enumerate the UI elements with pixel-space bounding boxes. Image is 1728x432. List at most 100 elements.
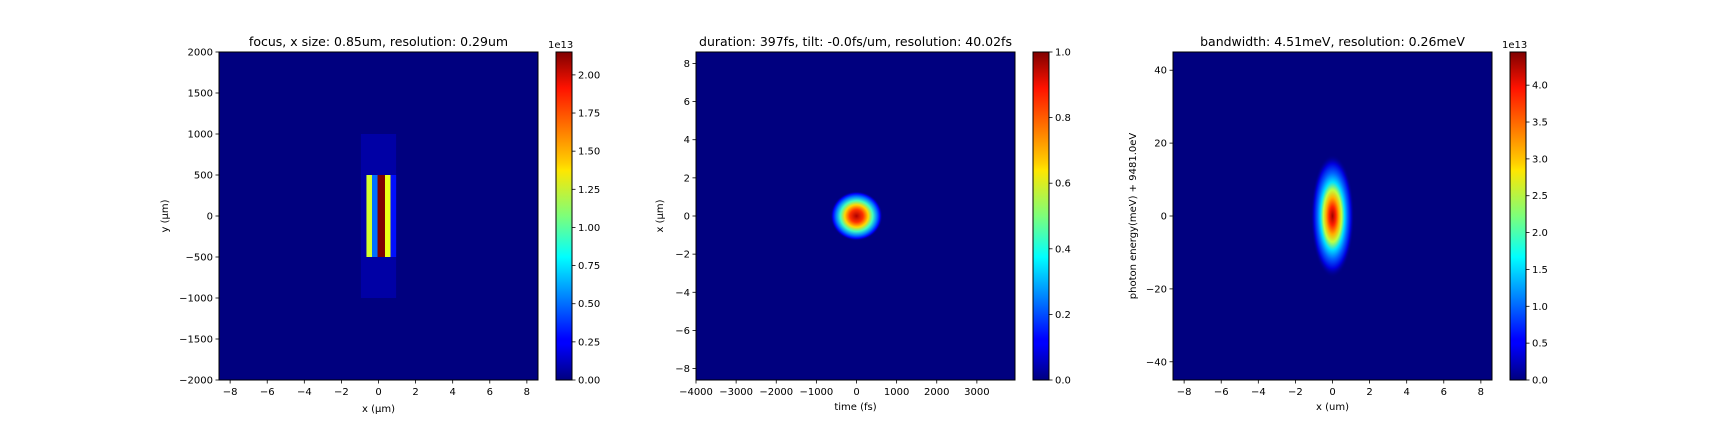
y-tick-label: 20 (1154, 139, 1167, 150)
heatmap-cell (384, 175, 391, 257)
x-tick-label: −1000 (799, 387, 833, 398)
x-tick-label: 0 (853, 387, 859, 398)
x-tick-label: 8 (1478, 387, 1484, 398)
y-tick-label: −4 (675, 288, 690, 299)
colorbar-tick-label: 0.0 (1532, 376, 1548, 387)
colorbar-tick-label: 2.0 (1532, 228, 1548, 239)
heatmap-spot (1310, 154, 1355, 278)
colorbar-tick-label: 1.0 (1532, 302, 1548, 313)
y-tick-label: −1000 (179, 294, 213, 305)
colorbar-exponent: 1e13 (548, 40, 573, 51)
x-tick-label: −8 (1177, 387, 1192, 398)
x-tick-label: −4 (1251, 387, 1266, 398)
colorbar-tick-label: 2.00 (578, 70, 600, 81)
x-tick-label: 2 (1366, 387, 1372, 398)
colorbar-tick-label: 0.6 (1055, 179, 1071, 190)
heatmap-features (830, 191, 883, 241)
x-tick-label: −2000 (759, 387, 793, 398)
colorbar (555, 51, 573, 381)
colorbar-ticks: 0.0 0.5 1.0 1.5 2.0 2.5 3.0 3.5 4.0 (1526, 81, 1548, 387)
colorbar-tick-label: 3.0 (1532, 154, 1548, 165)
x-tick-label: −2 (334, 387, 349, 398)
y-tick-label: −500 (186, 253, 213, 264)
x-tick-label: −2 (1288, 387, 1303, 398)
y-axis: −2000 −1500 −1000 −500 0 500 1000 1500 2000 (179, 48, 219, 387)
y-tick-label: 2000 (188, 48, 213, 59)
colorbar-tick-label: 0.00 (578, 376, 600, 387)
x-tick-label: 4 (449, 387, 455, 398)
colorbar-exponent: 1e13 (1502, 40, 1527, 51)
y-tick-label: 40 (1154, 66, 1167, 77)
colorbar-tick-label: 1.0 (1055, 48, 1071, 59)
y-axis: −8 −6 −4 −2 0 2 4 6 8 (675, 59, 696, 375)
colorbar-tick-label: 1.75 (578, 109, 600, 120)
colorbar (1509, 51, 1527, 381)
x-tick-label: 2000 (924, 387, 949, 398)
x-tick-label: 0 (375, 387, 381, 398)
y-tick-label: −1500 (179, 335, 213, 346)
x-tick-label: 2 (412, 387, 418, 398)
x-tick-label: −6 (1214, 387, 1229, 398)
heatmap-cell (390, 175, 397, 257)
colorbar-ticks: 0.0 0.2 0.4 0.6 0.8 1.0 (1049, 48, 1071, 387)
x-axis: −8 −6 −4 −2 0 2 4 6 8 (223, 380, 530, 398)
x-tick-label: 8 (524, 387, 530, 398)
heatmap-spot (830, 191, 883, 241)
y-tick-label: −8 (675, 364, 690, 375)
x-tick-label: −6 (260, 387, 275, 398)
colorbar-tick-label: 0.8 (1055, 113, 1071, 124)
y-tick-label: 4 (684, 135, 690, 146)
y-tick-label: −2 (675, 250, 690, 261)
colorbar-tick-label: 0.4 (1055, 244, 1071, 255)
colorbar-tick-label: 1.00 (578, 223, 600, 234)
x-tick-label: −3000 (719, 387, 753, 398)
colorbar-tick-label: 0.0 (1055, 376, 1071, 387)
x-tick-label: 6 (487, 387, 493, 398)
x-tick-label: 4 (1403, 387, 1409, 398)
y-tick-label: 0 (1161, 212, 1167, 223)
y-axis: −40 −20 0 20 40 (1146, 66, 1173, 368)
panel-title: bandwidth: 4.51meV, resolution: 0.26meV (1200, 34, 1465, 49)
y-tick-label: 1000 (188, 130, 213, 141)
x-axis-label: x (um) (1316, 402, 1349, 413)
panel-title: duration: 397fs, tilt: -0.0fs/um, resolu… (699, 34, 1012, 49)
colorbar-tick-label: 0.2 (1055, 310, 1071, 321)
heatmap-cell (377, 175, 385, 257)
y-tick-label: 2 (684, 173, 690, 184)
x-axis-label: time (fs) (834, 402, 876, 413)
colorbar-ticks: 0.00 0.25 0.50 0.75 1.00 1.25 1.50 1.75 2.00 (572, 70, 600, 387)
y-tick-label: 500 (194, 171, 213, 182)
colorbar-tick-label: 1.25 (578, 185, 600, 196)
panel-bandwidth: bandwidth: 4.51meV, resolution: 0.26meV … (1128, 34, 1548, 413)
x-axis: −4000 −3000 −2000 −1000 0 1000 2000 3000 (679, 380, 990, 398)
heatmap-features (360, 134, 397, 298)
colorbar-tick-label: 3.5 (1532, 118, 1548, 129)
y-tick-label: −40 (1146, 357, 1167, 368)
x-tick-label: −4000 (679, 387, 713, 398)
colorbar-tick-label: 0.25 (578, 337, 600, 348)
heatmap-features (1310, 154, 1355, 278)
y-axis-label: x (μm) (655, 199, 666, 232)
colorbar-tick-label: 0.50 (578, 299, 600, 310)
x-tick-label: 1000 (884, 387, 909, 398)
y-tick-label: −20 (1146, 284, 1167, 295)
x-tick-label: −4 (297, 387, 312, 398)
heatmap-cell (366, 175, 373, 257)
colorbar-tick-label: 0.75 (578, 261, 600, 272)
y-axis-label: y (μm) (160, 199, 171, 232)
y-tick-label: 0 (207, 212, 213, 223)
x-axis: −8 −6 −4 −2 0 2 4 6 8 (1177, 380, 1484, 398)
x-tick-label: 0 (1329, 387, 1335, 398)
colorbar-tick-label: 1.5 (1532, 265, 1548, 276)
panel-title: focus, x size: 0.85um, resolution: 0.29u… (249, 34, 508, 49)
colorbar-tick-label: 4.0 (1532, 81, 1548, 92)
y-tick-label: −2000 (179, 376, 213, 387)
heatmap-cell (372, 175, 378, 257)
y-tick-label: 8 (684, 59, 690, 70)
colorbar-tick-label: 1.50 (578, 147, 600, 158)
colorbar-tick-label: 0.5 (1532, 339, 1548, 350)
y-tick-label: 6 (684, 97, 690, 108)
x-tick-label: 6 (1441, 387, 1447, 398)
panel-duration: duration: 397fs, tilt: -0.0fs/um, resolu… (655, 34, 1071, 413)
